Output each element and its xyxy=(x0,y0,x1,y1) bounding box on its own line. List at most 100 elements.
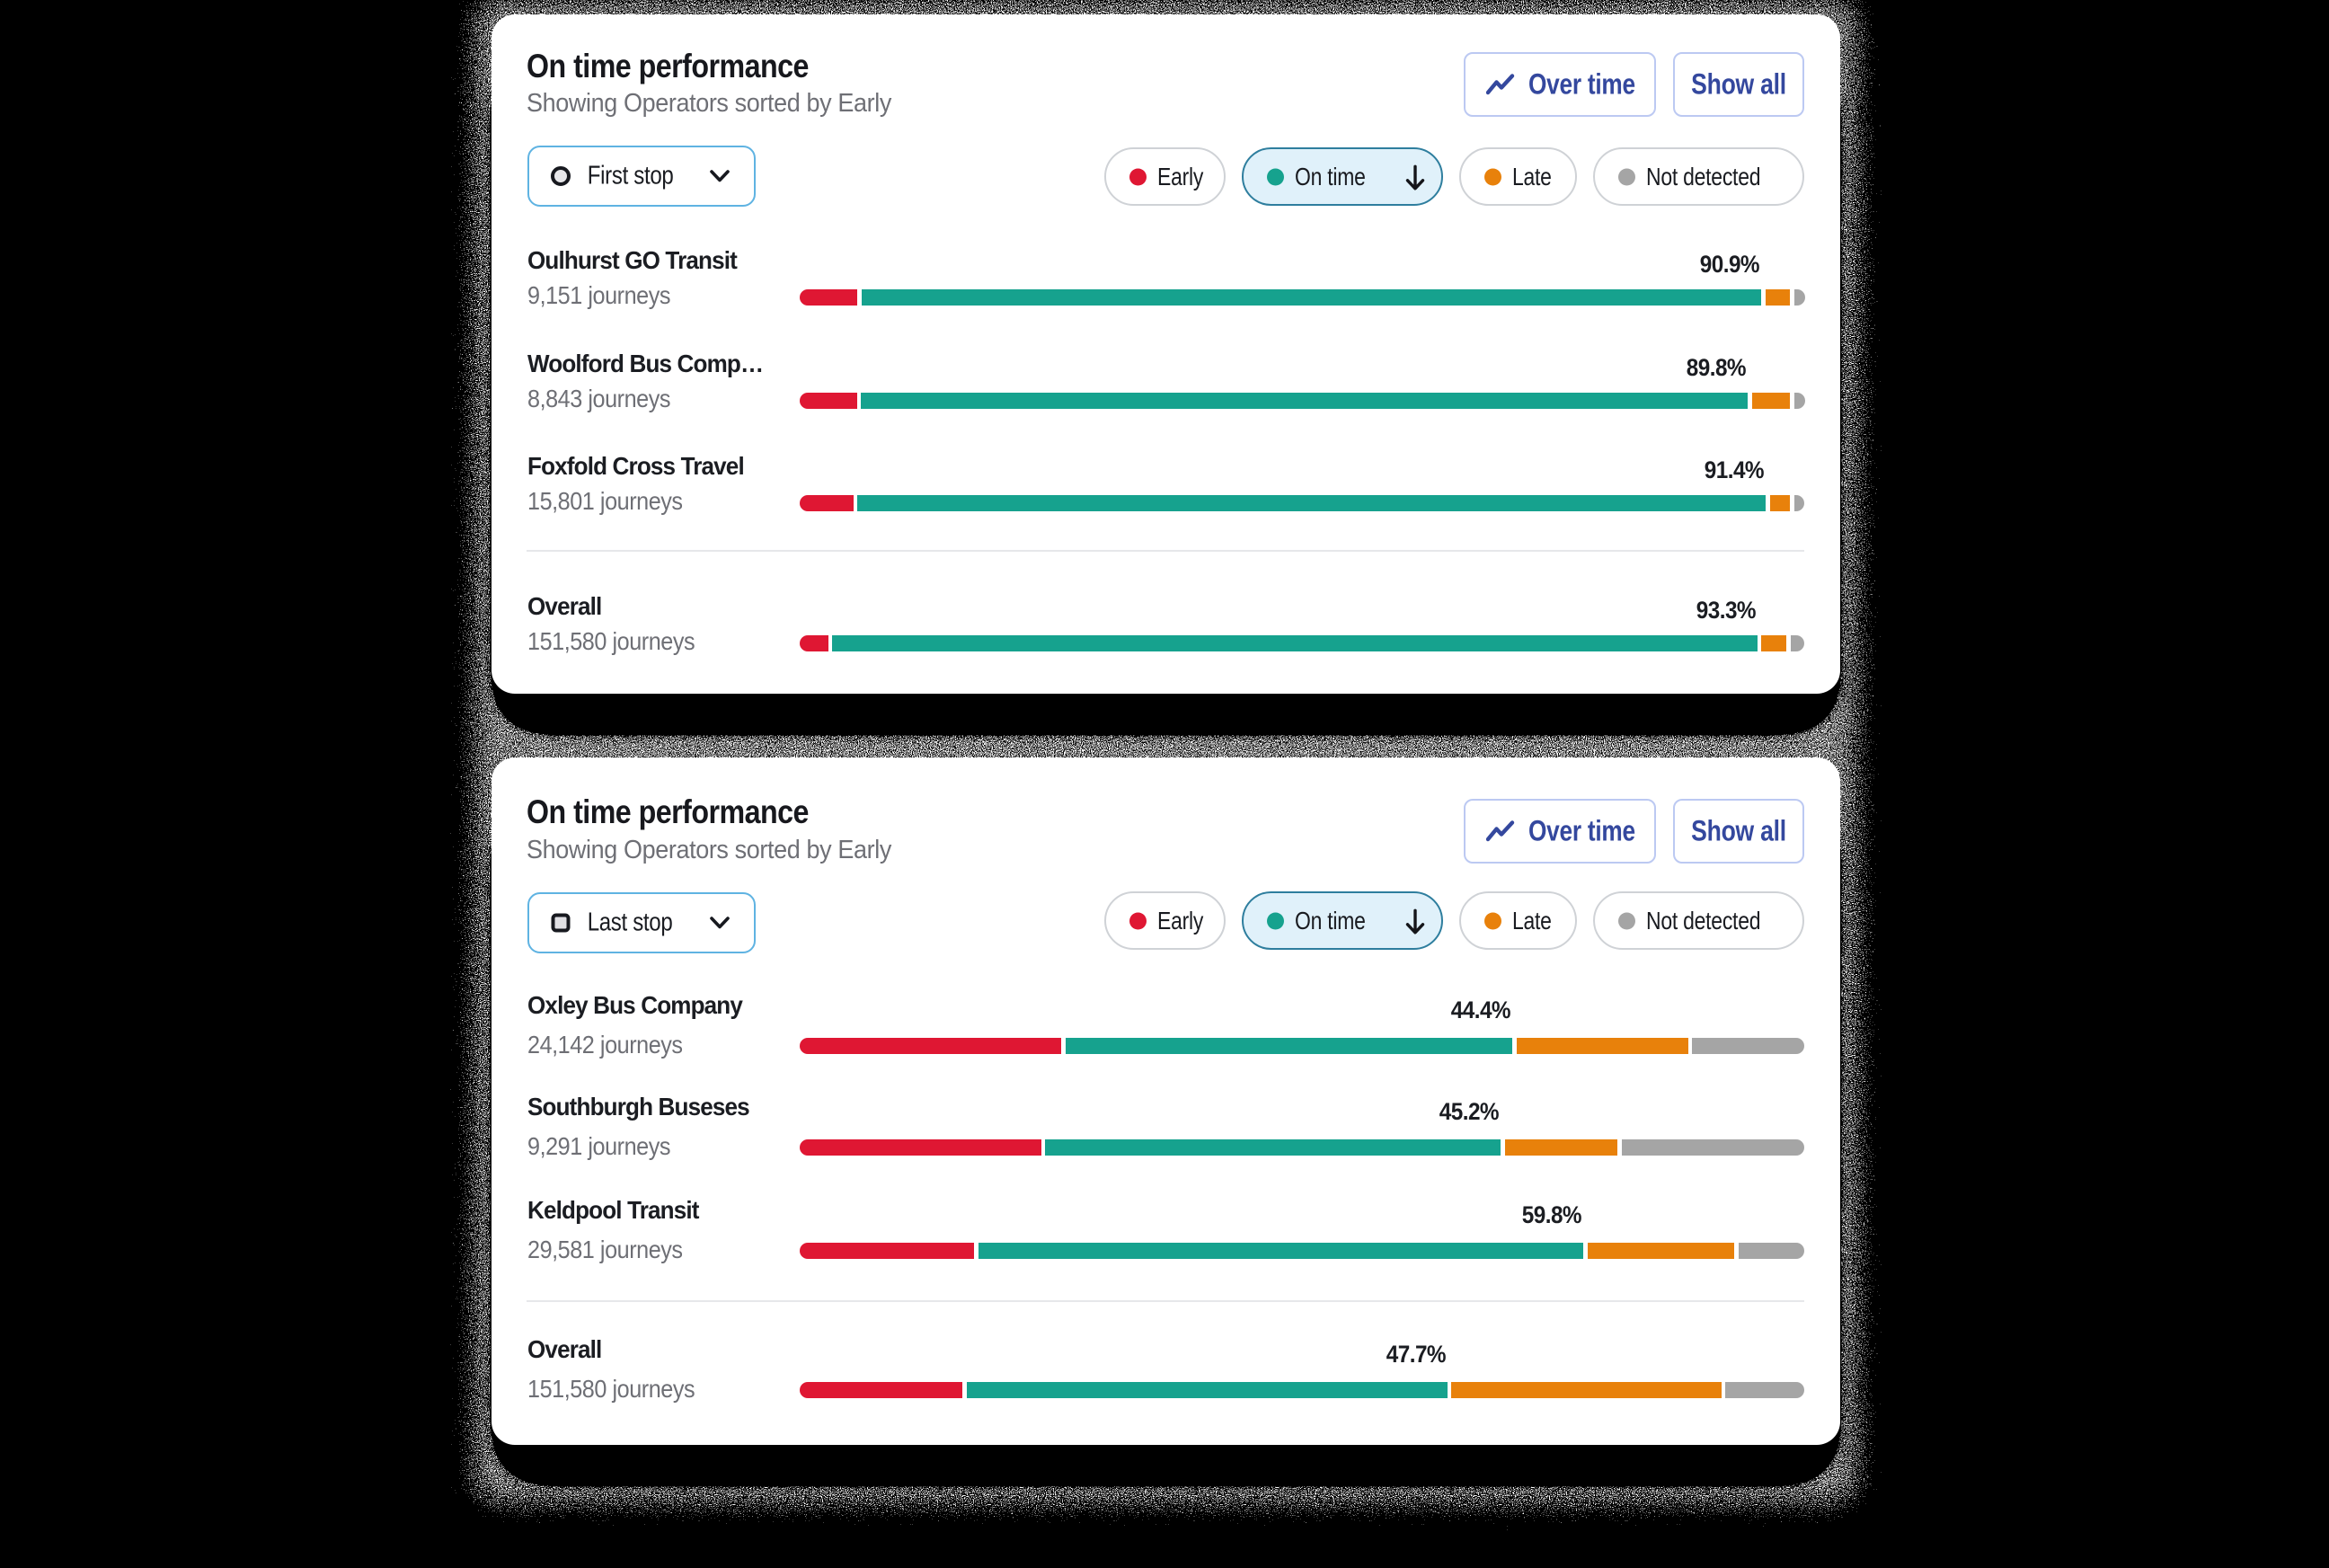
legend-pill-on-time[interactable]: On time xyxy=(1242,147,1443,206)
legend-pill-label: Late xyxy=(1512,162,1552,190)
divider xyxy=(527,550,1804,552)
overall-row: Overall 151,580 journeys 93.3% xyxy=(527,592,1804,694)
show-all-label: Show all xyxy=(1691,814,1786,847)
bar-segment-not-detected xyxy=(1793,393,1805,409)
bar-segment-early xyxy=(800,393,857,409)
legend-filter-pills: Early On time Late Not detected xyxy=(1104,147,1804,206)
chevron-down-icon xyxy=(710,917,730,929)
legend-pill-early[interactable]: Early xyxy=(1104,147,1226,206)
show-all-label: Show all xyxy=(1691,67,1786,101)
bar-segment-on-time xyxy=(1045,1139,1501,1156)
operator-row: Oulhurst GO Transit 9,151 journeys 90.9% xyxy=(527,246,1805,348)
bar-segment-not-detected xyxy=(1725,1382,1805,1398)
legend-pill-late[interactable]: Late xyxy=(1459,891,1577,950)
card-subtitle: Showing Operators sorted by Early xyxy=(527,836,891,864)
stacked-bar xyxy=(800,1139,1805,1156)
stacked-bar xyxy=(800,1382,1805,1398)
operator-name: Woolford Bus Comp… xyxy=(527,350,764,377)
early-dot-icon xyxy=(1129,168,1147,185)
legend-pill-label: Not detected xyxy=(1646,162,1761,190)
bar-segment-late xyxy=(1761,635,1787,651)
legend-pill-label: On time xyxy=(1295,162,1366,190)
bar-segment-early xyxy=(800,1038,1062,1054)
operator-journeys: 29,581 journeys xyxy=(527,1236,683,1263)
bar-segment-not-detected xyxy=(1793,289,1805,306)
on-time-percentage-label: 47.7% xyxy=(1386,1341,1447,1368)
bar-segment-not-detected xyxy=(1738,1243,1805,1259)
legend-pill-late[interactable]: Late xyxy=(1459,147,1577,206)
bar-segment-early xyxy=(800,1139,1041,1156)
operator-journeys: 15,801 journeys xyxy=(527,487,683,515)
bar-segment-early xyxy=(800,635,828,651)
header-buttons: Over time Show all xyxy=(1464,799,1804,864)
stacked-bar xyxy=(800,289,1805,306)
not-detected-dot-icon xyxy=(1618,912,1635,929)
stop-selector-dropdown[interactable]: Last stop xyxy=(527,892,756,953)
on-time-percentage-label: 44.4% xyxy=(1451,997,1511,1023)
bar-segment-on-time xyxy=(978,1243,1584,1259)
stacked-bar xyxy=(800,393,1805,409)
operator-row: Southburgh Buseses 9,291 journeys 45.2% xyxy=(527,1093,1805,1198)
legend-pill-label: On time xyxy=(1295,906,1366,935)
legend-pill-early[interactable]: Early xyxy=(1104,891,1226,950)
operator-journeys: 9,291 journeys xyxy=(527,1132,671,1160)
operator-name: Southburgh Buseses xyxy=(527,1093,750,1121)
operator-rows: Oxley Bus Company 24,142 journeys 44.4% Sou… xyxy=(491,757,1840,1445)
legend-pill-not-detected[interactable]: Not detected xyxy=(1593,891,1804,950)
trend-line-icon xyxy=(1486,74,1515,95)
stop-selector-value: Last stop xyxy=(587,908,673,937)
bar-segment-early xyxy=(800,289,858,306)
bar-segment-on-time xyxy=(861,289,1762,306)
legend-pill-label: Late xyxy=(1512,906,1552,935)
bar-segment-late xyxy=(1451,1382,1722,1398)
operator-rows: Oulhurst GO Transit 9,151 journeys 90.9% Wo… xyxy=(491,14,1840,694)
over-time-button[interactable]: Over time xyxy=(1464,52,1656,117)
on-time-percentage-label: 45.2% xyxy=(1439,1098,1500,1125)
over-time-label: Over time xyxy=(1528,814,1635,847)
early-dot-icon xyxy=(1129,912,1147,929)
divider xyxy=(527,1300,1804,1302)
legend-pill-on-time[interactable]: On time xyxy=(1242,891,1443,950)
operator-row: Foxfold Cross Travel 15,801 journeys 91.4% xyxy=(527,452,1804,554)
on-time-percentage-label: 89.8% xyxy=(1687,354,1747,381)
bar-segment-on-time xyxy=(857,495,1767,511)
on-time-dot-icon xyxy=(1267,912,1284,929)
legend-pill-not-detected[interactable]: Not detected xyxy=(1593,147,1804,206)
on-time-percentage-label: 93.3% xyxy=(1696,597,1757,624)
card-title: On time performance xyxy=(527,48,809,84)
header-buttons: Over time Show all xyxy=(1464,52,1804,117)
bar-segment-on-time xyxy=(966,1382,1448,1398)
stop-selector-dropdown[interactable]: First stop xyxy=(527,146,756,207)
operator-name: Overall xyxy=(527,592,602,620)
sort-descending-arrow-icon xyxy=(1405,164,1425,190)
legend-filter-pills: Early On time Late Not detected xyxy=(1104,891,1804,950)
bar-segment-not-detected xyxy=(1793,495,1804,511)
operator-name: Overall xyxy=(527,1335,602,1363)
on-time-percentage-label: 59.8% xyxy=(1521,1201,1582,1228)
stacked-bar xyxy=(800,495,1804,511)
operator-row: Keldpool Transit 29,581 journeys 59.8% xyxy=(527,1196,1805,1301)
show-all-button[interactable]: Show all xyxy=(1673,799,1804,864)
on-time-percentage-label: 90.9% xyxy=(1699,251,1760,278)
card-title: On time performance xyxy=(527,793,809,830)
over-time-label: Over time xyxy=(1528,67,1635,101)
first-stop-circle-icon xyxy=(551,166,571,186)
stacked-bar xyxy=(800,1243,1805,1259)
on-time-performance-card-last-stop: On time performance Showing Operators so… xyxy=(491,757,1840,1445)
not-detected-dot-icon xyxy=(1618,168,1635,185)
legend-pill-label: Early xyxy=(1157,162,1204,190)
card-subtitle: Showing Operators sorted by Early xyxy=(527,89,891,118)
operator-journeys: 8,843 journeys xyxy=(527,385,671,412)
bar-segment-late xyxy=(1769,495,1790,511)
legend-pill-label: Not detected xyxy=(1646,906,1761,935)
over-time-button[interactable]: Over time xyxy=(1464,799,1656,864)
operator-name: Keldpool Transit xyxy=(527,1196,699,1224)
operator-journeys: 24,142 journeys xyxy=(527,1031,683,1059)
on-time-dot-icon xyxy=(1267,168,1284,185)
show-all-button[interactable]: Show all xyxy=(1673,52,1804,117)
bar-segment-on-time xyxy=(832,635,1758,651)
stacked-bar xyxy=(800,1038,1804,1054)
bar-segment-not-detected xyxy=(1621,1139,1805,1156)
operator-row: Oxley Bus Company 24,142 journeys 44.4% xyxy=(527,991,1804,1096)
